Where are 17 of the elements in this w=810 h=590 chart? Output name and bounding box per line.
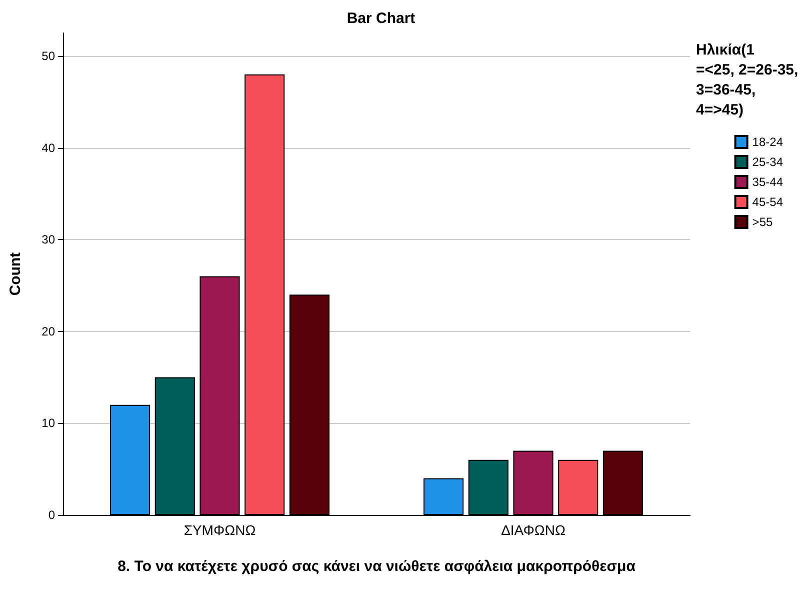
y-tick-label: 40 bbox=[42, 140, 56, 155]
x-tick-label: ΔΙΑΦΩΝΩ bbox=[501, 522, 566, 538]
y-tick-label: 10 bbox=[42, 416, 56, 430]
y-tick-label: 30 bbox=[42, 232, 56, 247]
legend-label: 45-54 bbox=[752, 195, 784, 209]
legend-label: >55 bbox=[752, 215, 773, 229]
legend-label: 25-34 bbox=[752, 155, 784, 169]
x-axis-title: 8. Το να κατέχετε χρυσό σας κάνει να νιώθετε ασφάλεια μακροπρόθεσμα bbox=[118, 558, 636, 575]
legend-label: 18-24 bbox=[752, 135, 784, 149]
y-tick-label: 0 bbox=[48, 508, 56, 522]
y-tick-label: 50 bbox=[42, 48, 56, 63]
legend-label: 35-44 bbox=[752, 175, 784, 189]
x-tick-label: ΣΥΜΦΩΝΩ bbox=[184, 522, 256, 538]
y-tick-label: 20 bbox=[42, 324, 56, 338]
chart-title: Bar Chart bbox=[346, 10, 416, 27]
y-axis-title: Count bbox=[7, 252, 24, 296]
legend-title: Ηλικία(1=<25, 2=26-35, 3=36-45, 4=>45) bbox=[696, 42, 802, 118]
